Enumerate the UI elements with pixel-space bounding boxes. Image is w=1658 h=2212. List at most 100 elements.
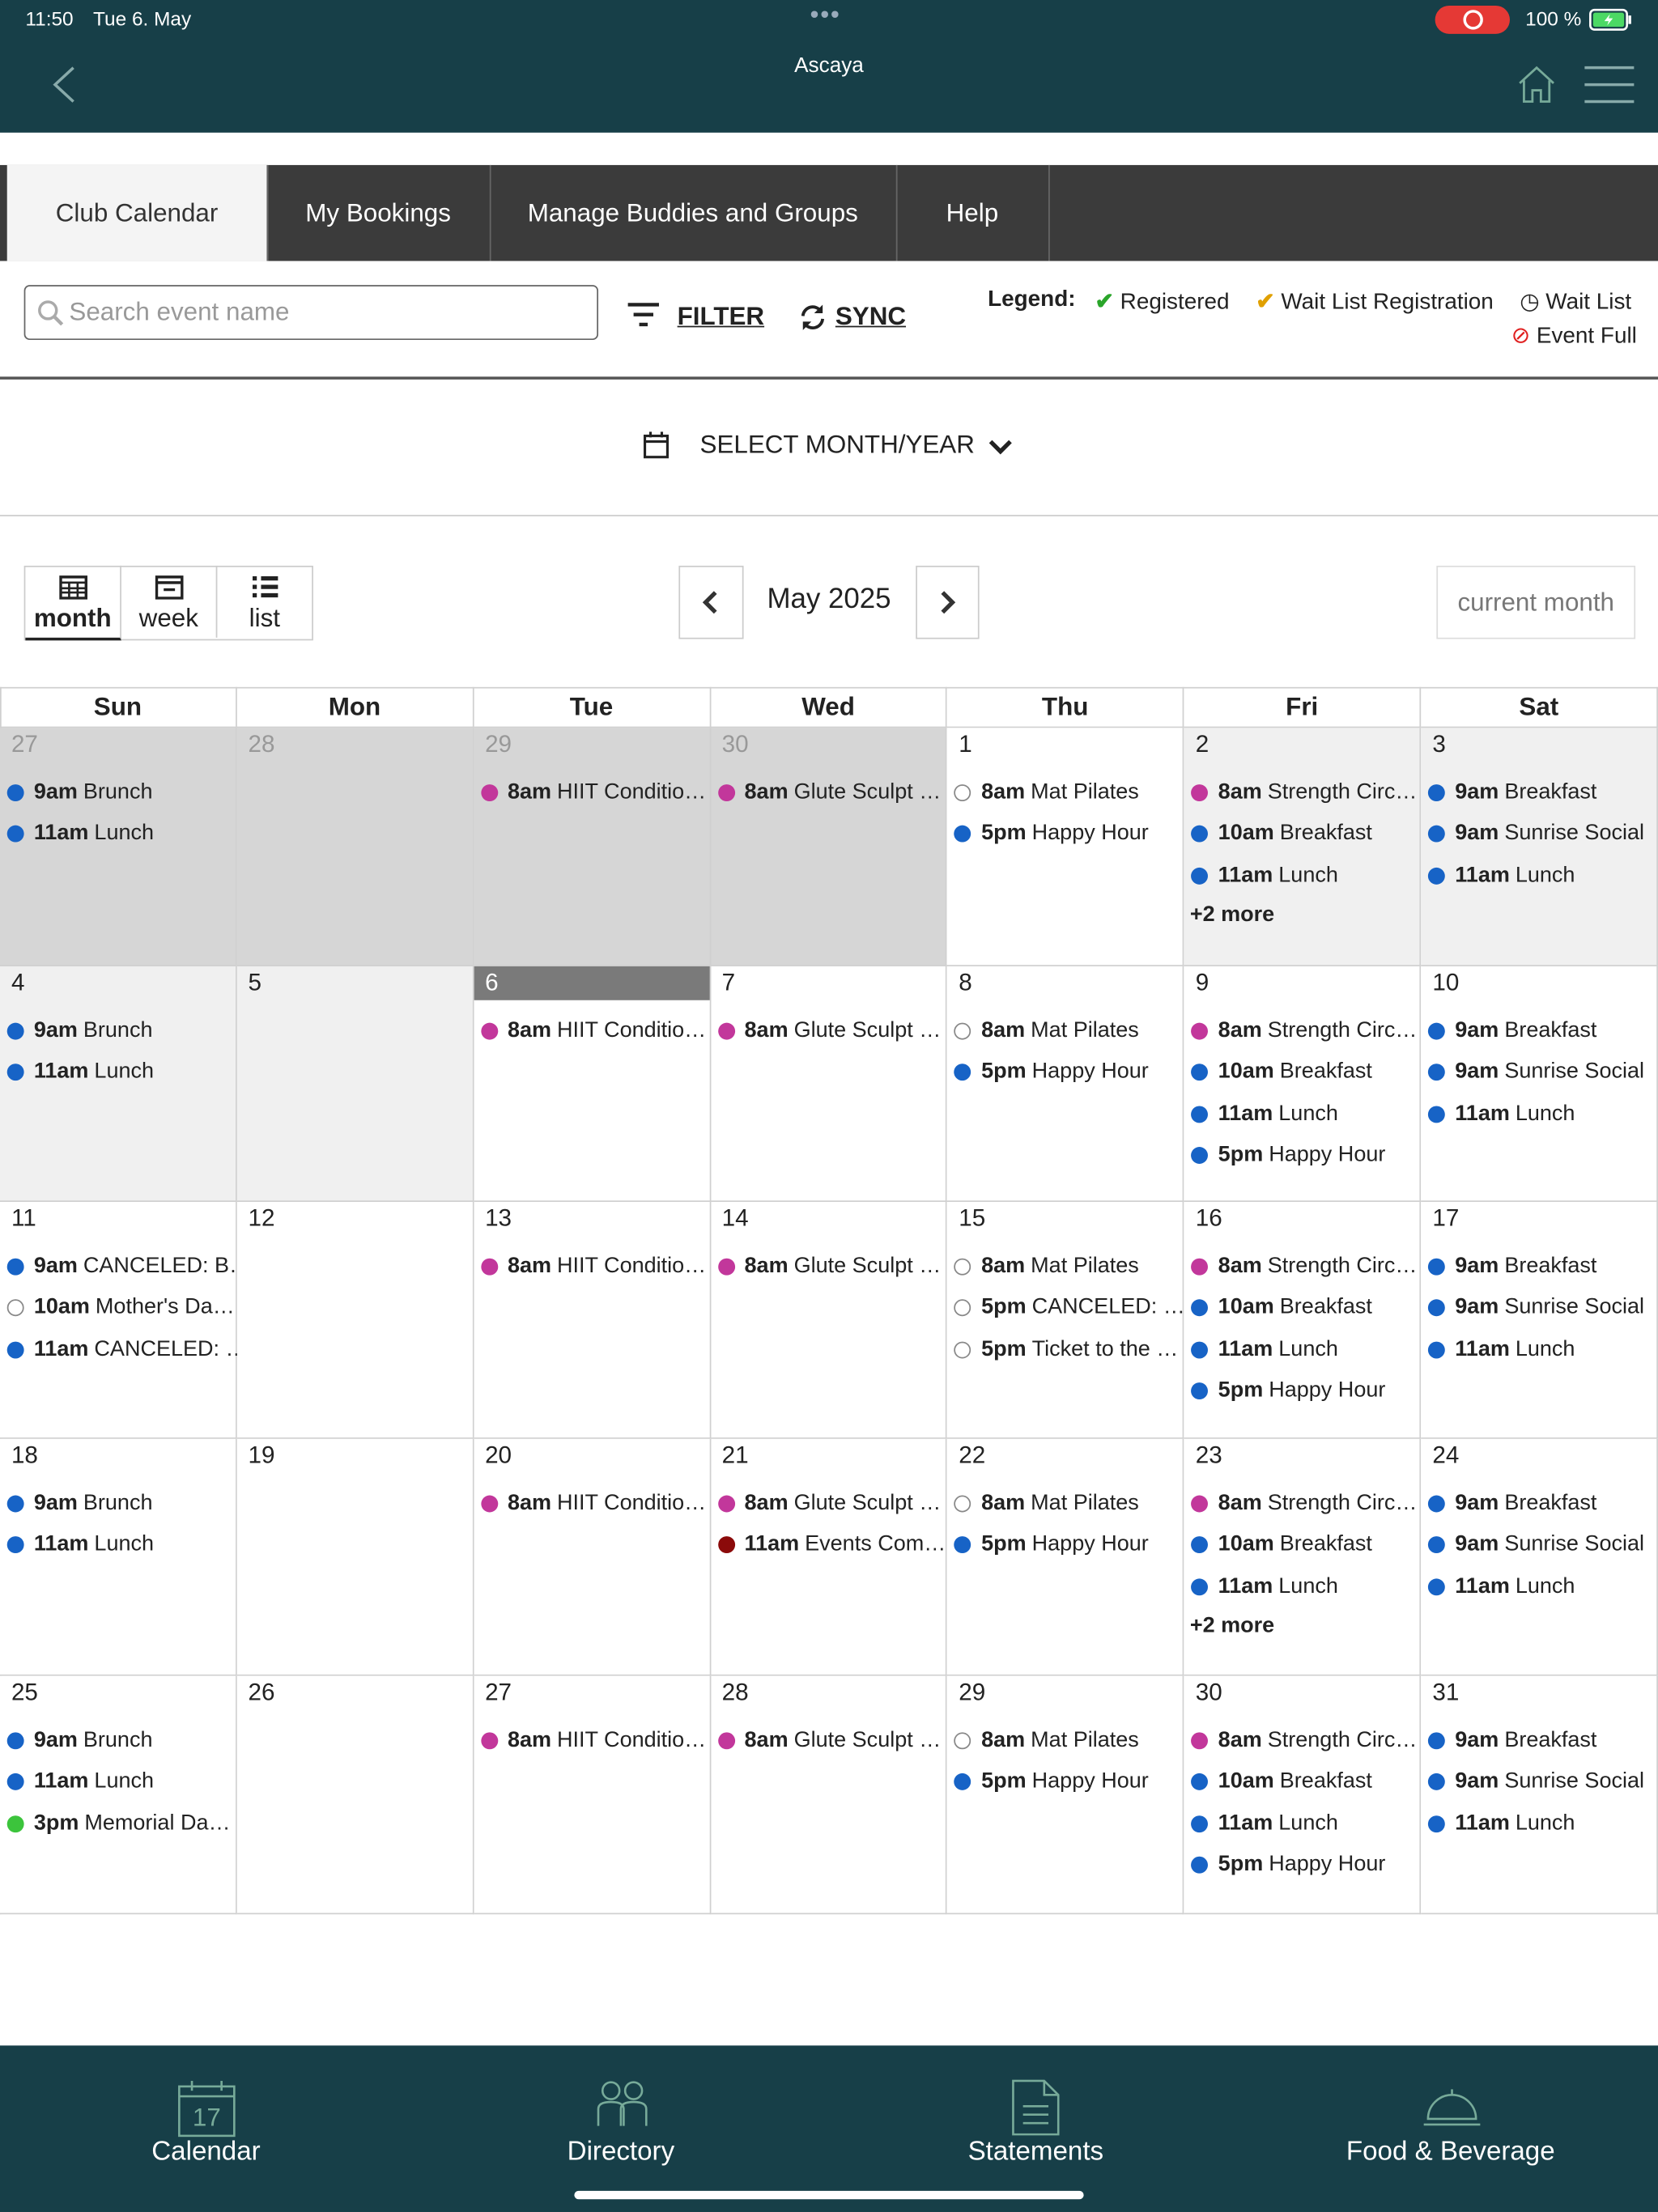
home-button[interactable] <box>1516 63 1558 105</box>
current-month-button[interactable]: current month <box>1436 565 1636 639</box>
event[interactable]: 5pm Happy Hour <box>954 1768 1149 1796</box>
event[interactable]: 9am Breakfast <box>1428 1726 1596 1755</box>
event[interactable]: 8am Mat Pilates <box>954 779 1139 807</box>
event[interactable]: 8am Strength Circ… <box>1191 779 1417 807</box>
day-cell[interactable]: 17 9am Breakfast 9am Sunrise Social 11am Lunch <box>1421 1202 1658 1439</box>
tab[interactable]: Help <box>896 164 1050 261</box>
nav-label[interactable]: Statements <box>967 2137 1104 2167</box>
day-cell[interactable]: 15 8am Mat Pilates 5pm CANCELED: … 5pm Ticket … <box>947 1202 1185 1439</box>
event[interactable]: 9am Breakfast <box>1428 1017 1596 1046</box>
event[interactable]: 11am Lunch <box>1191 1335 1338 1364</box>
event[interactable]: 10am Breakfast <box>1191 1531 1372 1560</box>
back-button[interactable] <box>48 65 79 104</box>
day-cell[interactable]: 28 8am Glute Sculpt … <box>710 1675 948 1915</box>
day-cell[interactable]: 22 8am Mat Pilates 5pm Happy Hour <box>947 1438 1184 1676</box>
day-cell[interactable]: 4 9am Brunch 11am Lunch <box>0 966 237 1203</box>
event[interactable]: 8am HIIT Conditio… <box>480 779 706 807</box>
event[interactable]: 8am HIIT Conditio… <box>480 1017 706 1046</box>
day-cell[interactable]: 3 9am Breakfast 9am Sunrise Social 11am Lunch <box>1421 728 1658 966</box>
event[interactable]: 11am Lunch <box>1191 1573 1338 1601</box>
view-button[interactable]: month <box>25 565 121 641</box>
day-cell[interactable]: 20 8am HIIT Conditio… <box>474 1438 711 1676</box>
day-cell[interactable]: 6 8am HIIT Conditio… <box>474 966 711 1203</box>
event[interactable]: 5pm Happy Hour <box>1191 1377 1385 1405</box>
event[interactable]: 8am Glute Sculpt … <box>717 1253 941 1281</box>
event[interactable]: 11am Lunch <box>1191 1810 1338 1838</box>
event[interactable]: 9am Breakfast <box>1428 1490 1596 1518</box>
event[interactable]: 8am Glute Sculpt … <box>717 1017 941 1046</box>
day-cell[interactable]: 30 8am Strength Circ… 10am Breakfast 11am Lunc… <box>1184 1675 1422 1915</box>
event[interactable]: 8am Strength Circ… <box>1191 1490 1417 1518</box>
event[interactable]: 8am Glute Sculpt … <box>717 779 941 807</box>
event[interactable]: 8am Mat Pilates <box>954 1726 1139 1755</box>
event[interactable]: 5pm Happy Hour <box>954 1059 1149 1087</box>
event[interactable]: 9am Sunrise Social <box>1428 1294 1644 1323</box>
day-cell[interactable]: 16 8am Strength Circ… 10am Breakfast 11am Lunc… <box>1184 1202 1422 1439</box>
day-cell[interactable]: 8 8am Mat Pilates 5pm Happy Hour <box>947 966 1184 1203</box>
day-cell[interactable]: 23 8am Strength Circ… 10am Breakfast 11am Lunc… <box>1184 1438 1422 1676</box>
event[interactable]: 8am Mat Pilates <box>954 1017 1139 1046</box>
day-cell[interactable]: 27 8am HIIT Conditio… <box>474 1675 711 1915</box>
day-cell[interactable]: 29 8am HIIT Conditio… <box>474 728 711 966</box>
event[interactable]: 9am CANCELED: B… <box>6 1253 251 1281</box>
event[interactable]: 8am HIIT Conditio… <box>480 1253 706 1281</box>
event[interactable]: 8am Mat Pilates <box>954 1490 1139 1518</box>
event[interactable]: 5pm Happy Hour <box>1191 1851 1385 1879</box>
event[interactable]: 8am HIIT Conditio… <box>480 1490 706 1518</box>
event[interactable]: 5pm Ticket to the … <box>954 1335 1178 1364</box>
event[interactable]: 11am Lunch <box>1428 1100 1575 1128</box>
tab[interactable]: Manage Buddies and Groups <box>490 164 898 261</box>
event[interactable]: 9am Sunrise Social <box>1428 820 1644 848</box>
day-cell[interactable]: 12 <box>236 1202 474 1439</box>
prev-month[interactable] <box>678 565 744 639</box>
event[interactable]: 9am Brunch <box>6 1017 153 1046</box>
month-select[interactable]: SELECT MONTH/YEAR <box>699 430 975 459</box>
event[interactable]: 11am Lunch <box>1428 1573 1575 1601</box>
event[interactable]: 5pm Happy Hour <box>954 820 1149 848</box>
event[interactable]: 5pm Happy Hour <box>954 1531 1149 1560</box>
event[interactable]: 8am Mat Pilates <box>954 1253 1139 1281</box>
day-cell[interactable]: 7 8am Glute Sculpt … <box>710 966 948 1203</box>
day-cell[interactable]: 18 9am Brunch 11am Lunch <box>0 1438 237 1676</box>
event[interactable]: 8am Glute Sculpt … <box>717 1726 941 1755</box>
event[interactable]: 9am Breakfast <box>1428 1253 1596 1281</box>
event[interactable]: 10am Breakfast <box>1191 1059 1372 1087</box>
event[interactable]: 9am Brunch <box>6 779 153 807</box>
event[interactable]: 11am Lunch <box>6 1059 154 1087</box>
event[interactable]: 11am Lunch <box>1191 861 1338 889</box>
day-cell[interactable]: 13 8am HIIT Conditio… <box>474 1202 711 1439</box>
day-cell[interactable]: 27 9am Brunch 11am Lunch <box>0 728 237 966</box>
event[interactable]: 8am Strength Circ… <box>1191 1253 1417 1281</box>
day-cell[interactable]: 28 <box>236 728 474 966</box>
event[interactable]: 11am Lunch <box>1428 861 1575 889</box>
event[interactable]: 3pm Memorial Da… <box>6 1810 231 1838</box>
day-cell[interactable]: 29 8am Mat Pilates 5pm Happy Hour <box>947 1675 1184 1915</box>
day-cell[interactable]: 1 8am Mat Pilates 5pm Happy Hour <box>947 728 1184 966</box>
view-button[interactable]: list <box>217 566 312 638</box>
day-cell[interactable]: 25 9am Brunch 11am Lunch 3pm Memorial Da… <box>0 1675 237 1915</box>
more-link[interactable]: +2 more <box>1189 1613 1275 1638</box>
event[interactable]: 11am Lunch <box>6 820 154 848</box>
event[interactable]: 10am Breakfast <box>1191 820 1372 848</box>
nav-label[interactable]: Directory <box>567 2137 675 2167</box>
event[interactable]: 11am Lunch <box>6 1768 154 1796</box>
event[interactable]: 11am Events Com… <box>717 1531 946 1560</box>
search-box[interactable] <box>23 285 599 341</box>
event[interactable]: 11am Lunch <box>6 1531 154 1560</box>
day-cell[interactable]: 10 9am Breakfast 9am Sunrise Social 11am Lunch <box>1421 966 1658 1203</box>
day-cell[interactable]: 26 <box>236 1675 474 1915</box>
day-cell[interactable]: 19 <box>236 1438 474 1676</box>
day-cell[interactable]: 11 9am CANCELED: B… 10am Mother's Da… 11am CAN… <box>0 1202 251 1439</box>
event[interactable]: 8am Strength Circ… <box>1191 1017 1417 1046</box>
tab[interactable]: Club Calendar <box>6 164 269 261</box>
day-cell[interactable]: 5 <box>236 966 474 1203</box>
event[interactable]: 8am HIIT Conditio… <box>480 1726 706 1755</box>
event[interactable]: 10am Breakfast <box>1191 1294 1372 1323</box>
more-link[interactable]: +2 more <box>1189 902 1275 927</box>
event[interactable]: 11am Lunch <box>1428 1810 1575 1838</box>
day-cell[interactable]: 21 8am Glute Sculpt … 11am Events Com… <box>710 1438 948 1676</box>
day-cell[interactable]: 14 8am Glute Sculpt … <box>710 1202 948 1439</box>
next-month[interactable] <box>916 565 980 639</box>
event[interactable]: 9am Brunch <box>6 1490 153 1518</box>
event[interactable]: 9am Sunrise Social <box>1428 1531 1644 1560</box>
